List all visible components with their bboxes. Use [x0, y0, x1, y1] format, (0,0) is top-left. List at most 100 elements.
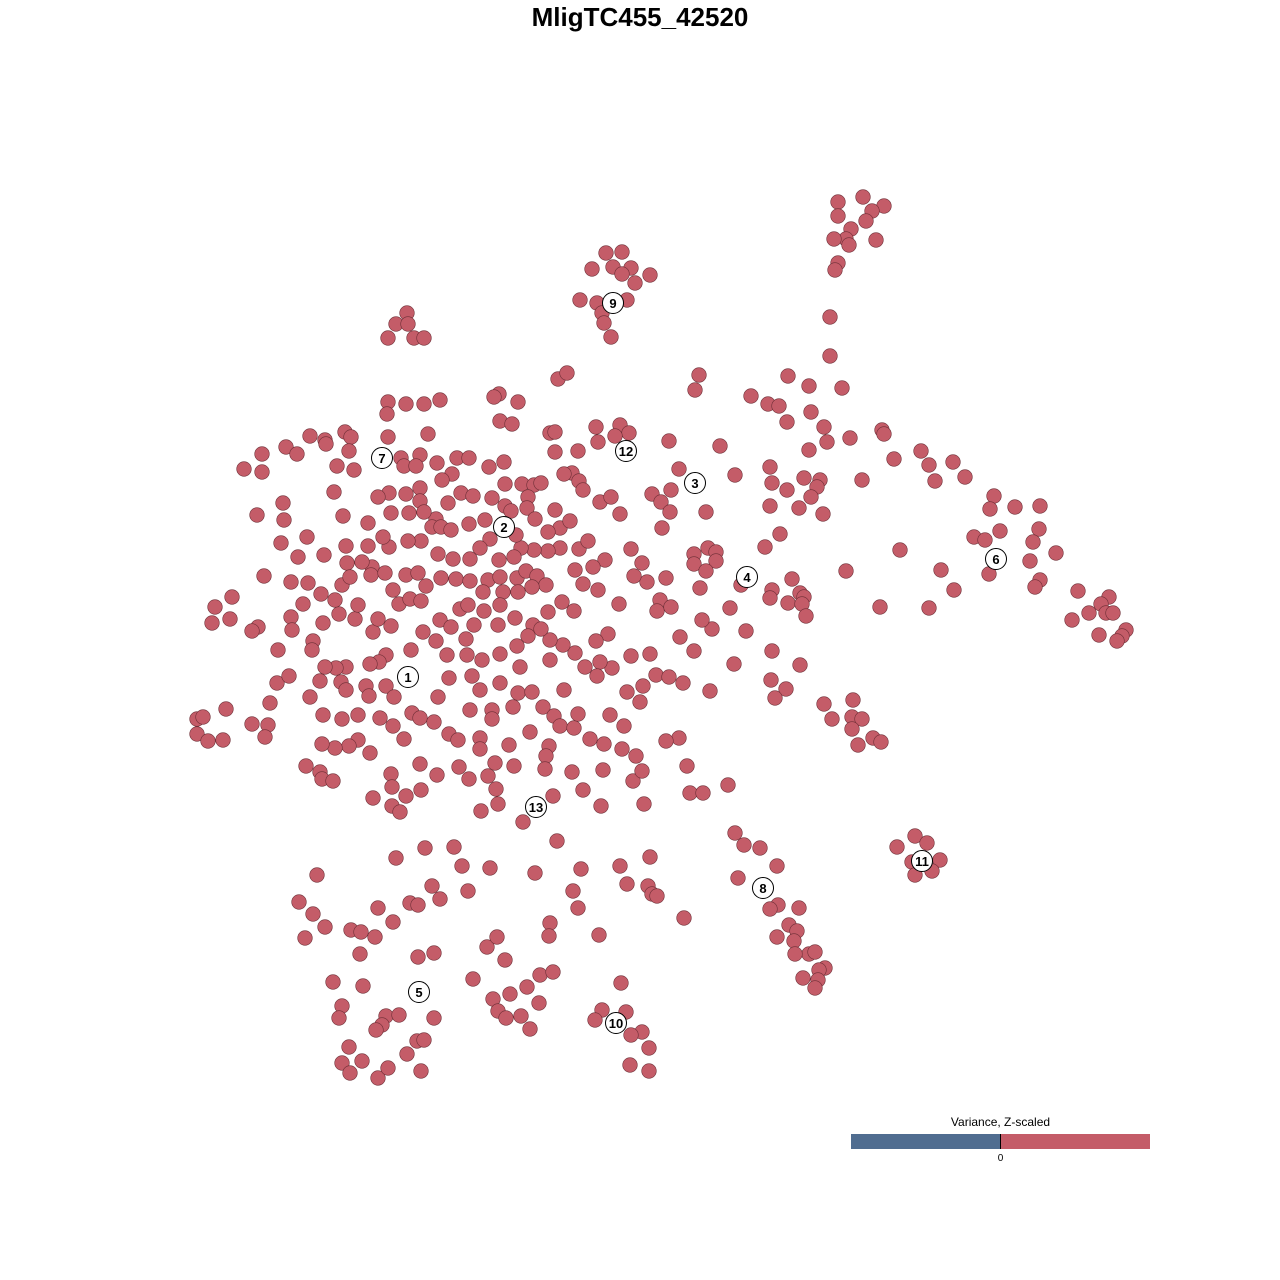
- data-point: [590, 582, 606, 598]
- data-point: [506, 758, 522, 774]
- data-point: [509, 638, 525, 654]
- data-point: [795, 970, 811, 986]
- data-point: [207, 599, 223, 615]
- cluster-label-text: 6: [992, 552, 999, 567]
- data-point: [593, 798, 609, 814]
- data-point: [791, 500, 807, 516]
- cluster-label-text: 11: [915, 854, 929, 869]
- data-point: [636, 796, 652, 812]
- data-point: [354, 554, 370, 570]
- data-point: [218, 701, 234, 717]
- data-point: [796, 470, 812, 486]
- data-point: [838, 563, 854, 579]
- data-point: [567, 645, 583, 661]
- data-point: [780, 368, 796, 384]
- data-point: [803, 404, 819, 420]
- data-point: [386, 689, 402, 705]
- data-point: [325, 773, 341, 789]
- data-point: [537, 761, 553, 777]
- data-point: [778, 681, 794, 697]
- data-point: [398, 788, 414, 804]
- data-point: [592, 654, 608, 670]
- data-point: [479, 939, 495, 955]
- data-point: [736, 837, 752, 853]
- data-point: [439, 647, 455, 663]
- data-point: [907, 828, 923, 844]
- cluster-label-8: 8: [752, 877, 774, 899]
- data-point: [313, 586, 329, 602]
- legend-colorbar: [851, 1134, 1150, 1149]
- data-point: [730, 870, 746, 886]
- data-point: [819, 434, 835, 450]
- data-point: [603, 489, 619, 505]
- data-point: [649, 888, 665, 904]
- data-point: [415, 624, 431, 640]
- data-point: [566, 603, 582, 619]
- data-point: [315, 615, 331, 631]
- data-point: [384, 779, 400, 795]
- data-point: [830, 208, 846, 224]
- data-point: [694, 612, 710, 628]
- cluster-label-text: 13: [529, 800, 543, 815]
- data-point: [412, 710, 428, 726]
- data-point: [443, 619, 459, 635]
- data-point: [426, 714, 442, 730]
- cluster-label-4: 4: [736, 566, 758, 588]
- data-point: [649, 603, 665, 619]
- data-point: [512, 659, 528, 675]
- data-point: [1048, 545, 1064, 561]
- data-point: [692, 580, 708, 596]
- data-point: [475, 584, 491, 600]
- cluster-label-badge: [397, 666, 419, 688]
- data-point: [331, 606, 347, 622]
- data-point: [334, 1055, 350, 1071]
- data-point: [412, 756, 428, 772]
- data-point: [623, 1027, 639, 1043]
- data-point: [854, 472, 870, 488]
- data-point: [522, 724, 538, 740]
- data-point: [614, 266, 630, 282]
- data-point: [850, 737, 866, 753]
- data-point: [720, 777, 736, 793]
- data-point: [461, 771, 477, 787]
- data-point: [787, 946, 803, 962]
- cluster-label-badge: [736, 566, 758, 588]
- data-point: [338, 538, 354, 554]
- data-point: [416, 1032, 432, 1048]
- data-point: [465, 488, 481, 504]
- data-point: [370, 1070, 386, 1086]
- data-point: [297, 930, 313, 946]
- data-point: [426, 1010, 442, 1026]
- data-point: [527, 865, 543, 881]
- data-point: [600, 626, 616, 642]
- data-point: [671, 730, 687, 746]
- data-point: [854, 711, 870, 727]
- data-point: [642, 646, 658, 662]
- cluster-label-10: 10: [605, 1012, 627, 1034]
- data-point: [413, 782, 429, 798]
- data-point: [830, 194, 846, 210]
- data-point: [698, 563, 714, 579]
- data-point: [492, 597, 508, 613]
- data-point: [416, 330, 432, 346]
- data-point: [824, 711, 840, 727]
- data-point: [786, 933, 802, 949]
- data-point: [886, 451, 902, 467]
- data-point: [487, 755, 503, 771]
- data-point: [803, 489, 819, 505]
- data-point: [270, 642, 286, 658]
- data-point: [383, 505, 399, 521]
- data-point: [762, 459, 778, 475]
- data-point: [764, 475, 780, 491]
- data-point: [289, 446, 305, 462]
- data-point: [327, 592, 343, 608]
- data-point: [663, 599, 679, 615]
- data-point: [634, 555, 650, 571]
- data-point: [540, 604, 556, 620]
- cluster-label-13: 13: [525, 796, 547, 818]
- data-point: [602, 707, 618, 723]
- data-point: [417, 840, 433, 856]
- data-point: [492, 569, 508, 585]
- cluster-label-12: 12: [615, 440, 637, 462]
- data-point: [632, 694, 648, 710]
